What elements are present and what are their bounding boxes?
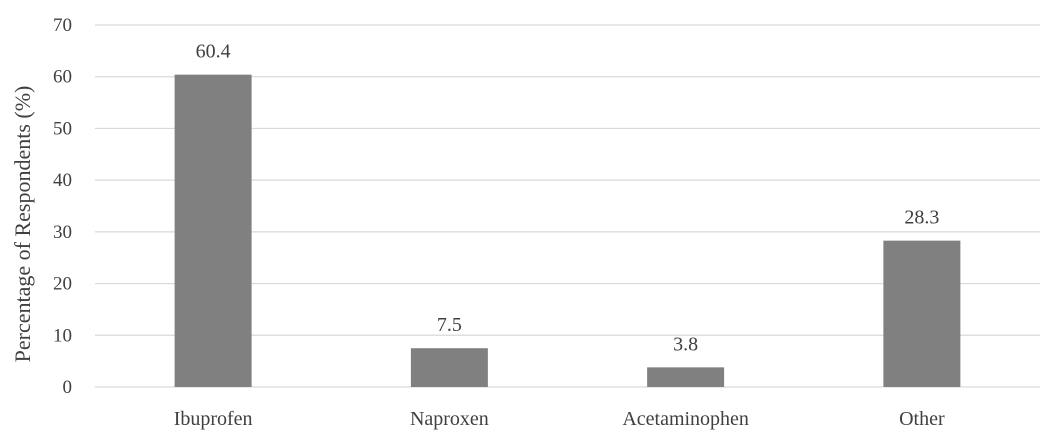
category-label: Naproxen <box>410 408 489 430</box>
y-tick-label: 0 <box>63 377 73 398</box>
category-label: Other <box>899 408 945 430</box>
bar-ibuprofen <box>174 74 252 387</box>
bar-naproxen <box>410 348 488 387</box>
data-label: 3.8 <box>673 333 698 355</box>
y-axis-title: Percentage of Respondents (%) <box>10 86 35 363</box>
y-tick-label: 60 <box>53 67 72 88</box>
bars <box>174 74 961 387</box>
y-tick-label: 40 <box>53 170 72 191</box>
bar-acetaminophen <box>647 367 725 387</box>
y-tick-label: 70 <box>53 15 72 36</box>
y-tick-label: 50 <box>53 118 72 139</box>
data-labels: 60.4 7.5 3.8 28.3 <box>196 41 940 356</box>
category-label: Ibuprofen <box>174 408 253 430</box>
data-label: 28.3 <box>904 207 939 229</box>
y-tick-label: 10 <box>53 325 72 346</box>
y-tick-label: 30 <box>53 222 72 243</box>
y-tick-label: 20 <box>53 274 72 295</box>
data-label: 60.4 <box>196 41 231 63</box>
y-axis-ticks: 0 10 20 30 40 50 60 70 <box>53 15 72 398</box>
data-label: 7.5 <box>437 314 462 336</box>
bar-other <box>883 240 961 387</box>
x-axis-categories: Ibuprofen Naproxen Acetaminophen Other <box>174 408 945 430</box>
category-label: Acetaminophen <box>622 408 749 430</box>
gridlines <box>95 24 1040 388</box>
